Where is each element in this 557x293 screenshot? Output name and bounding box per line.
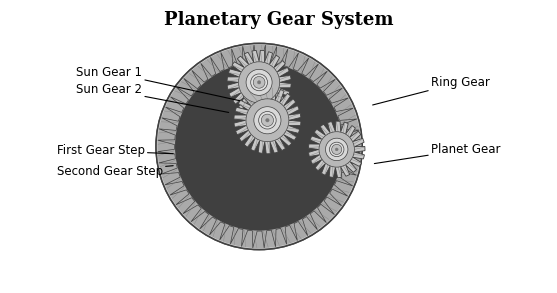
Circle shape bbox=[253, 76, 265, 88]
Circle shape bbox=[257, 81, 261, 84]
Polygon shape bbox=[234, 87, 301, 154]
Circle shape bbox=[330, 142, 344, 157]
Polygon shape bbox=[227, 50, 291, 114]
Circle shape bbox=[331, 144, 342, 154]
Text: First Gear Step: First Gear Step bbox=[57, 144, 173, 157]
Circle shape bbox=[258, 112, 276, 129]
Circle shape bbox=[158, 45, 361, 248]
Text: Ring Gear: Ring Gear bbox=[373, 76, 490, 105]
Circle shape bbox=[246, 99, 289, 142]
Circle shape bbox=[335, 148, 338, 151]
Polygon shape bbox=[309, 121, 365, 178]
Circle shape bbox=[325, 138, 348, 161]
Text: Planet Gear: Planet Gear bbox=[374, 143, 500, 163]
Text: Second Gear Step: Second Gear Step bbox=[57, 165, 173, 178]
Text: Sun Gear 1: Sun Gear 1 bbox=[76, 66, 240, 101]
Circle shape bbox=[175, 62, 343, 231]
Circle shape bbox=[261, 114, 273, 126]
Circle shape bbox=[251, 74, 267, 91]
Circle shape bbox=[156, 43, 362, 250]
Circle shape bbox=[319, 132, 354, 167]
Text: Planetary Gear System: Planetary Gear System bbox=[164, 11, 393, 29]
Circle shape bbox=[246, 69, 272, 95]
Circle shape bbox=[238, 62, 280, 103]
Circle shape bbox=[266, 118, 269, 122]
Circle shape bbox=[254, 107, 281, 134]
Polygon shape bbox=[158, 45, 360, 248]
Text: Sun Gear 2: Sun Gear 2 bbox=[76, 83, 229, 113]
